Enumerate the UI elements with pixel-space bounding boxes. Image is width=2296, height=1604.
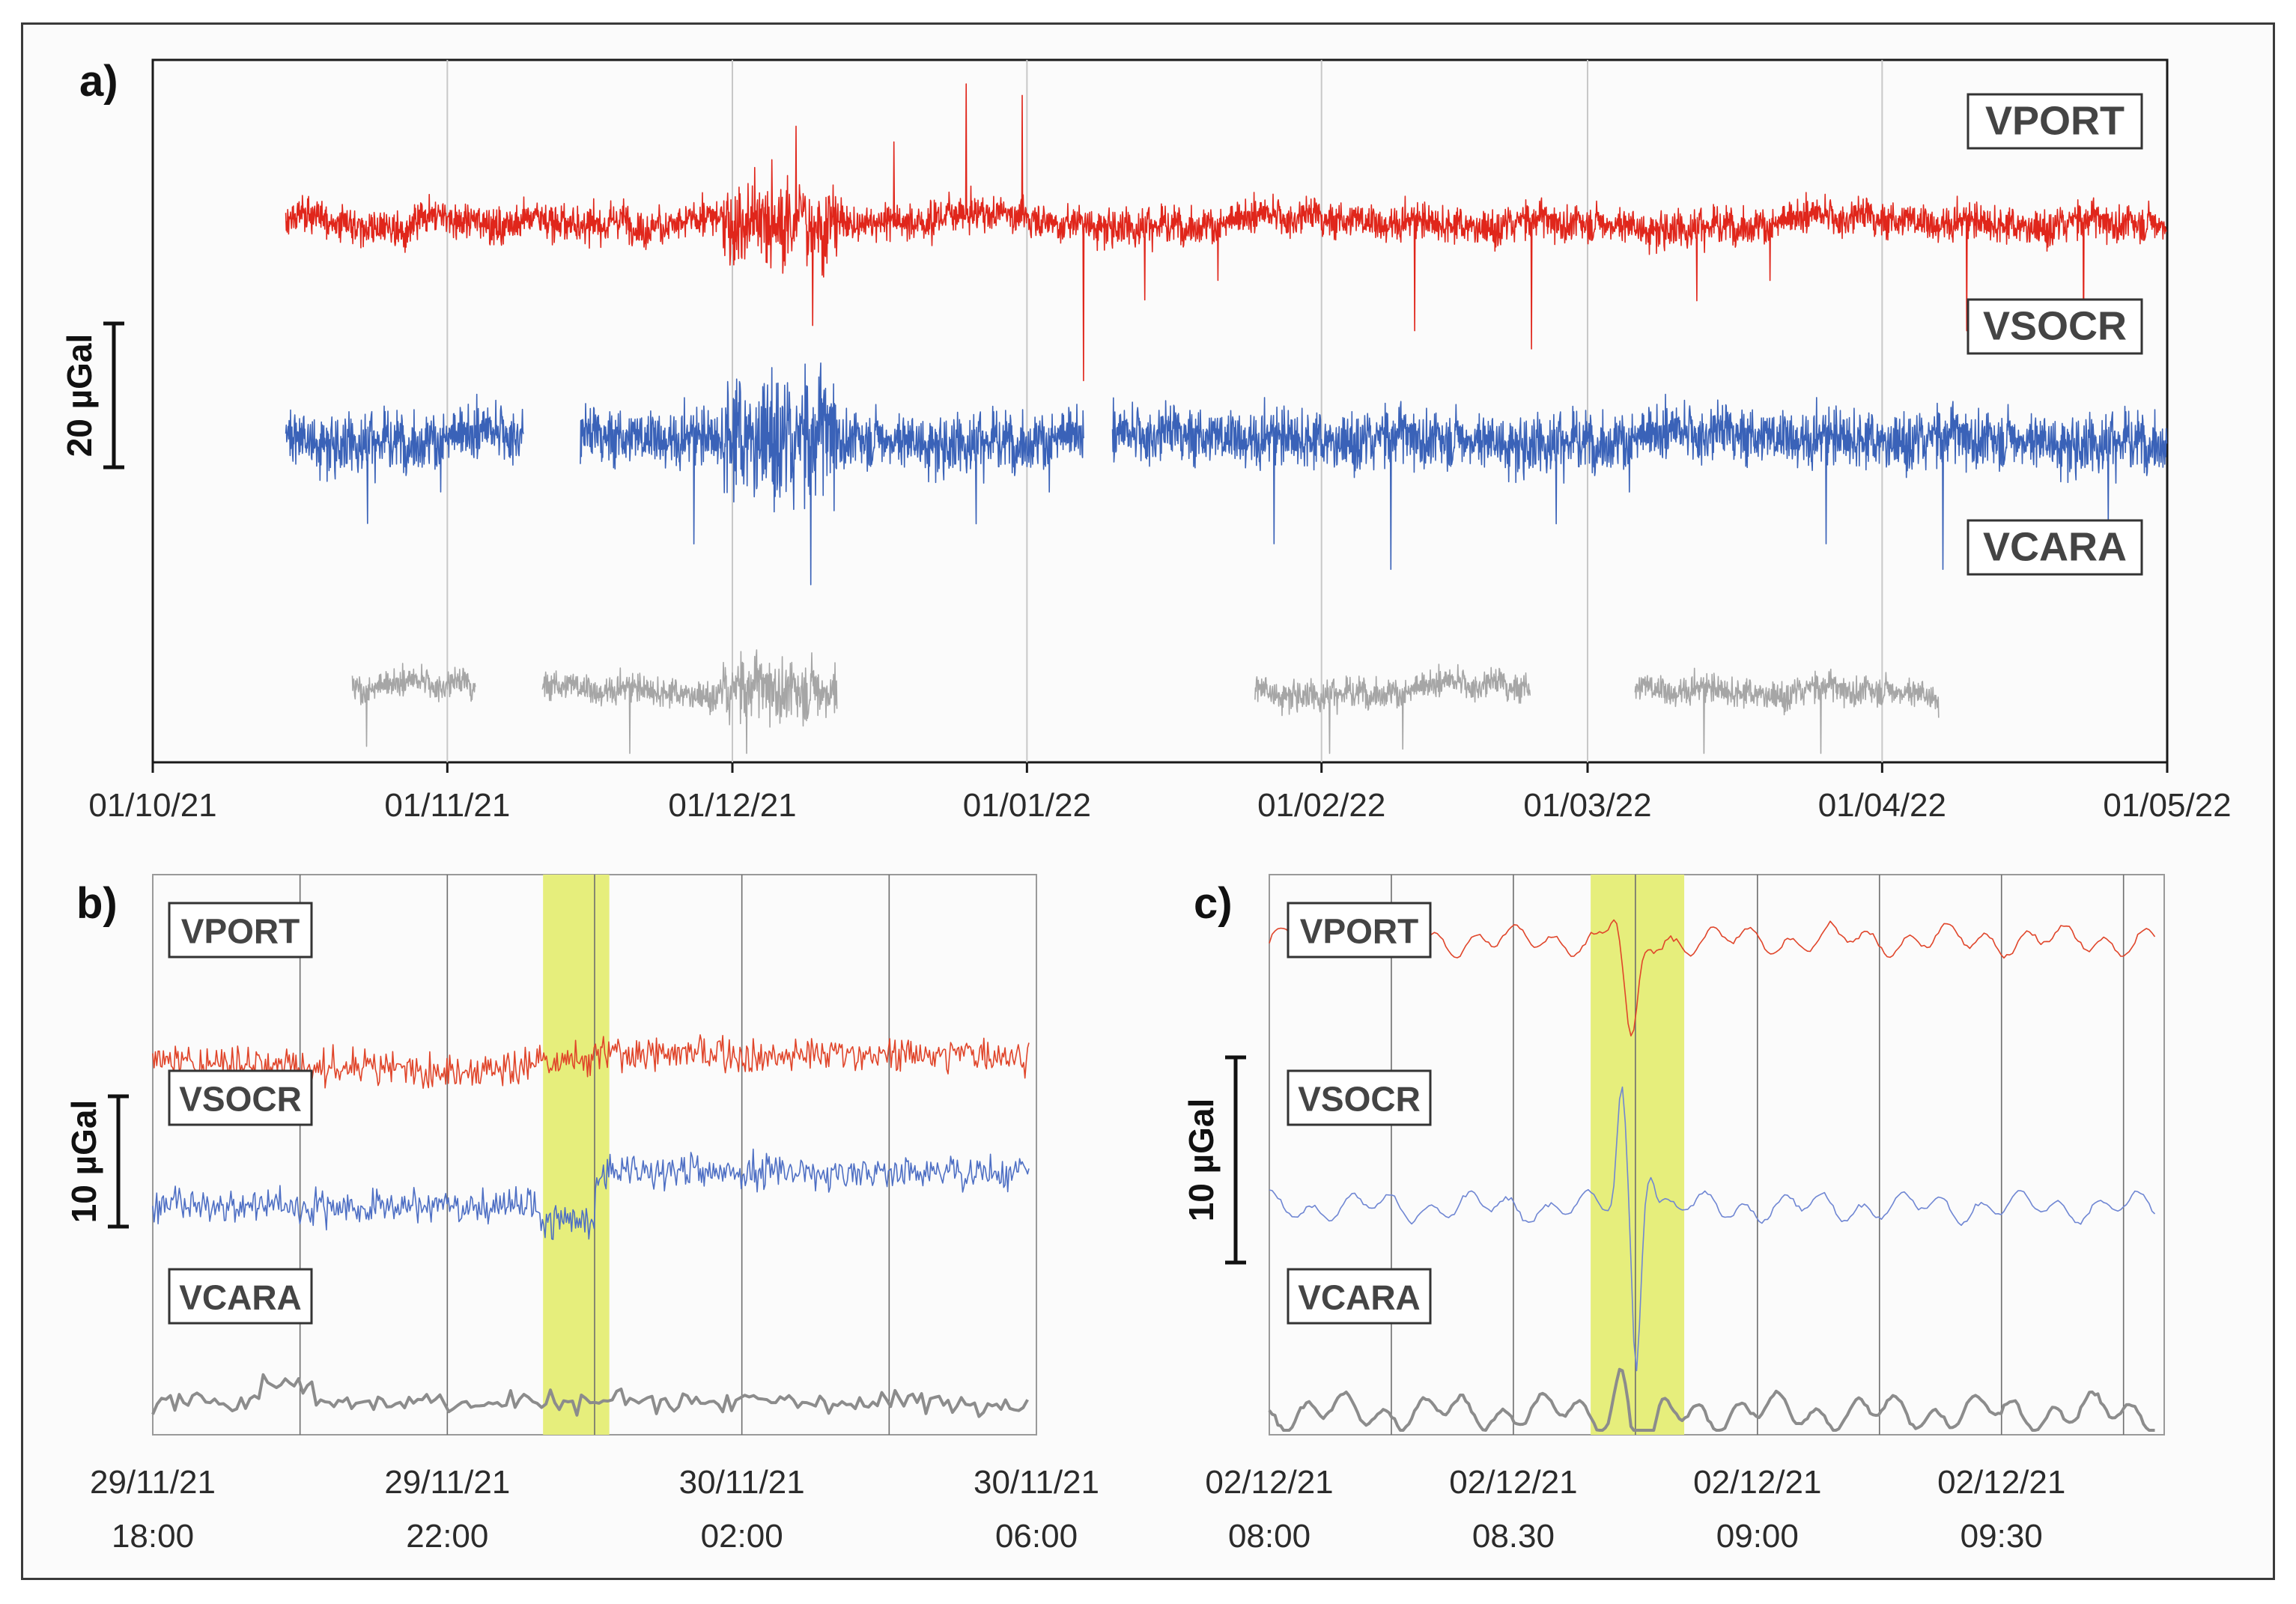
x-tick-label: 01/05/22 [2103, 787, 2231, 824]
x-tick-label: 01/01/22 [963, 787, 1091, 824]
station-label-vport: VPORT [1287, 902, 1432, 959]
series-vcara [151, 1373, 1029, 1418]
x-tick-label-time: 06:00 [995, 1518, 1078, 1555]
station-name: VPORT [181, 911, 300, 950]
station-label-vcara: VCARA [1287, 1268, 1432, 1325]
x-tick-label-date: 29/11/21 [90, 1464, 216, 1501]
station-label-vcara: VCARA [168, 1268, 313, 1325]
station-label-vport: VPORT [168, 902, 313, 959]
station-name: VSOCR [179, 1079, 302, 1118]
x-tick-label-date: 29/11/21 [384, 1464, 510, 1501]
x-tick-label: 01/03/22 [1523, 787, 1651, 824]
station-name: VSOCR [1298, 1079, 1421, 1118]
series-line-vsocr [580, 362, 1085, 586]
panel-a-label: a) [79, 57, 118, 106]
station-name: VCARA [179, 1278, 302, 1316]
x-tick-label-time: 18:00 [112, 1518, 194, 1555]
x-tick-label: 01/12/21 [668, 787, 796, 824]
x-tick-label-date: 30/11/21 [974, 1464, 1099, 1501]
scale-bar: 10 µGal [64, 1094, 129, 1229]
series-vcara [351, 649, 1940, 754]
x-tick-label: 01/02/22 [1257, 787, 1385, 824]
x-tick-label: 01/10/21 [88, 787, 216, 824]
x-tick-label-time: 09:30 [1961, 1518, 2043, 1555]
event-highlight [543, 875, 610, 1435]
panel-b-label: b) [76, 879, 118, 928]
series-line-vsocr [1111, 393, 2168, 571]
panel-a-plot-area [151, 58, 2169, 764]
station-name: VSOCR [1983, 303, 2127, 348]
scale-bar: 10 µGal [1182, 1055, 1246, 1265]
series-line-vcara [541, 649, 838, 754]
x-tick-label-date: 02/12/21 [1937, 1464, 2065, 1501]
x-tick-label-date: 02/12/21 [1693, 1464, 1821, 1501]
x-tick-label-time: 02:00 [701, 1518, 783, 1555]
series-line-vport [152, 1034, 1030, 1090]
panel-b: 29/11/21 18:00 29/11/21 22:00 30/11/21 02:00 3… [64, 874, 1099, 1555]
x-tick-label-time: 22:00 [406, 1518, 488, 1555]
station-name: VCARA [1298, 1278, 1421, 1316]
series-vcara [1268, 1367, 2155, 1432]
x-tick-label-date: 30/11/21 [679, 1464, 805, 1501]
x-tick-label-date: 02/12/21 [1449, 1464, 1577, 1501]
station-name: VPORT [1300, 911, 1418, 950]
series-line-vsocr [1269, 1086, 2156, 1372]
x-tick-label: 01/04/22 [1818, 787, 1946, 824]
scale-bar-label: 20 µGal [60, 334, 99, 458]
series-line-vcara [1268, 1367, 2155, 1432]
panel-c: 02/12/21 08:00 02/12/21 08.30 02/12/21 09:00 0… [1182, 874, 2165, 1555]
x-tick-label-time: 08.30 [1472, 1518, 1555, 1555]
series-vport [285, 83, 2167, 382]
series-line-vport [285, 83, 2167, 382]
series-line-vcara [1254, 663, 1531, 754]
series-line-vcara [351, 663, 476, 747]
series-line-vsocr [285, 393, 524, 524]
station-label-vsocr: VSOCR [1967, 298, 2143, 355]
series-vport [152, 1034, 1030, 1090]
station-name: VCARA [1983, 524, 2127, 569]
panel-c-label: c) [1194, 879, 1233, 928]
series-line-vcara [1634, 667, 1940, 754]
panel-a: 01/10/21 01/11/21 01/12/21 01/01/22 01/02/22… [60, 58, 2232, 824]
station-label-vsocr: VSOCR [1287, 1069, 1432, 1126]
series-vsocr [285, 362, 2168, 586]
series-line-vsocr [152, 1148, 1030, 1240]
scale-bar-label: 10 µGal [64, 1100, 103, 1224]
station-name: VPORT [1985, 98, 2125, 143]
series-vsocr [152, 1148, 1030, 1240]
scale-bar-label: 10 µGal [1182, 1099, 1221, 1222]
station-label-vcara: VCARA [1967, 519, 2143, 576]
x-tick-label-time: 09:00 [1716, 1518, 1799, 1555]
x-tick-label-time: 08:00 [1228, 1518, 1311, 1555]
scale-bar: 20 µGal [60, 321, 124, 470]
x-tick-label: 01/11/21 [384, 787, 510, 824]
series-vsocr [1269, 1086, 2156, 1372]
station-label-vsocr: VSOCR [168, 1069, 313, 1126]
event-highlight [1591, 875, 1685, 1435]
panel-c-plot-area [1269, 874, 2165, 1436]
series-line-vcara [151, 1373, 1029, 1418]
station-label-vport: VPORT [1967, 93, 2143, 150]
x-tick-label-date: 02/12/21 [1205, 1464, 1333, 1501]
